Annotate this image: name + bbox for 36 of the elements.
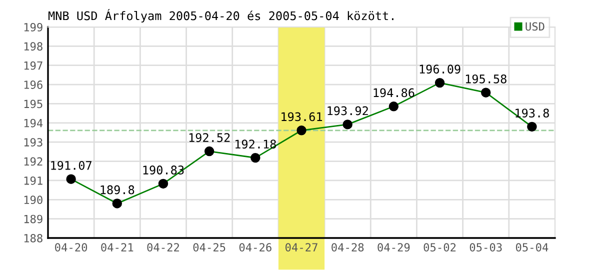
data-label: 192.18 [236, 140, 276, 149]
x-tick-label: 05-04 [516, 243, 548, 252]
y-tick-label: 191 [24, 176, 42, 185]
x-tick-label: 04-20 [55, 243, 88, 252]
x-tick-label: 04-27 [286, 243, 318, 252]
x-tick-label: 04-26 [239, 243, 272, 252]
data-label: 193.92 [328, 106, 368, 116]
y-tick-label: 188 [24, 234, 42, 242]
x-tick-label: 04-28 [332, 243, 364, 252]
x-tick-label: 04-21 [101, 243, 134, 252]
chart-title: MNB USD Árfolyam 2005-04-20 és 2005-05-04 között. [48, 9, 394, 23]
y-tick-label: 198 [24, 42, 42, 51]
y-tick-label: 189 [24, 214, 42, 224]
y-tick-label: 196 [24, 80, 42, 89]
y-tick-label: 194 [24, 118, 43, 128]
y-tick-label: 195 [24, 100, 42, 108]
y-tick-label: 197 [24, 61, 42, 70]
x-tick-label: 04-29 [378, 243, 410, 252]
legend-label: USD [526, 22, 544, 31]
data-label: 194.86 [374, 88, 414, 98]
data-label: 189.8 [100, 185, 134, 194]
data-label: 192.52 [189, 133, 230, 142]
data-label: 190.83 [143, 166, 184, 174]
y-tick-label: 199 [24, 23, 42, 32]
data-label: 193.61 [282, 112, 322, 122]
data-label: 196.09 [420, 64, 460, 74]
y-tick-label: 192 [24, 157, 42, 166]
data-label: 195.58 [466, 74, 506, 84]
x-tick-label: 04-25 [193, 243, 226, 252]
x-tick-label: 04-22 [147, 243, 180, 252]
data-label: 193.8 [516, 108, 549, 118]
data-label: 191.07 [51, 160, 92, 170]
x-tick-label: 05-02 [424, 243, 456, 252]
y-tick-label: 190 [24, 196, 42, 204]
x-tick-label: 05-03 [470, 243, 502, 252]
y-tick-label: 193 [24, 138, 42, 146]
